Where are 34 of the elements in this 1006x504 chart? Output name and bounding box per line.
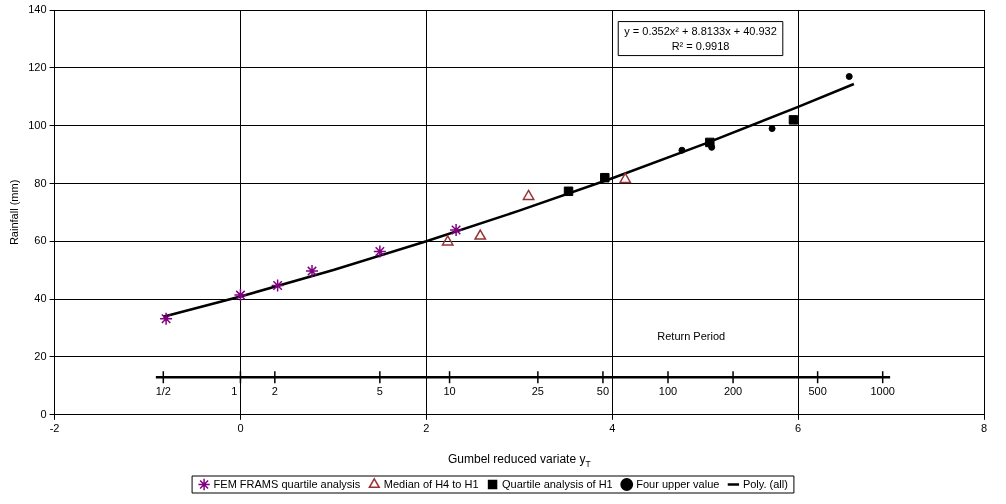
annotation: 200 (723, 384, 743, 397)
annotation: 10 (443, 384, 456, 397)
y-tick-label: 20 (34, 350, 47, 362)
legend-label: Four upper value (636, 477, 720, 490)
annotation: 1 (231, 384, 238, 397)
y-tick-label: 40 (34, 292, 47, 305)
annotation: y = 0.352x² + 8.8133x + 40.932 (624, 24, 777, 37)
legend-label: Median of H4 to H1 (383, 477, 479, 490)
y-tick-label: 80 (34, 176, 47, 189)
annotation: 2 (271, 384, 278, 397)
annotation: 1000 (870, 384, 895, 397)
legend-label: Poly. (all) (742, 477, 788, 490)
x-tick-label: 2 (423, 422, 430, 435)
y-tick-label: 100 (28, 118, 47, 131)
annotation: 1/2 (155, 384, 171, 397)
x-tick-label: 4 (609, 422, 616, 435)
legend-label: Quartile analysis of H1 (502, 477, 613, 490)
x-tick-label: -2 (49, 422, 60, 435)
x-tick-label: 0 (237, 422, 244, 435)
y-tick-label: 0 (40, 407, 47, 420)
y-tick-label: 120 (28, 60, 47, 73)
annotation: 50 (596, 384, 610, 397)
y-axis-title: Rainfall (mm) (7, 179, 20, 246)
legend-label: FEM FRAMS quartile analysis (213, 477, 361, 490)
annotation: R² = 0.9918 (671, 39, 730, 52)
annotation: 25 (531, 384, 544, 397)
x-tick-label: 6 (795, 422, 802, 435)
annotation: 5 (376, 384, 383, 397)
annotation: Return Period (657, 329, 726, 342)
annotation: 500 (808, 384, 827, 397)
y-tick-label: 140 (28, 3, 47, 16)
y-tick-label: 60 (34, 234, 47, 247)
annotation: 100 (658, 384, 678, 397)
x-tick-label: 8 (980, 422, 988, 435)
